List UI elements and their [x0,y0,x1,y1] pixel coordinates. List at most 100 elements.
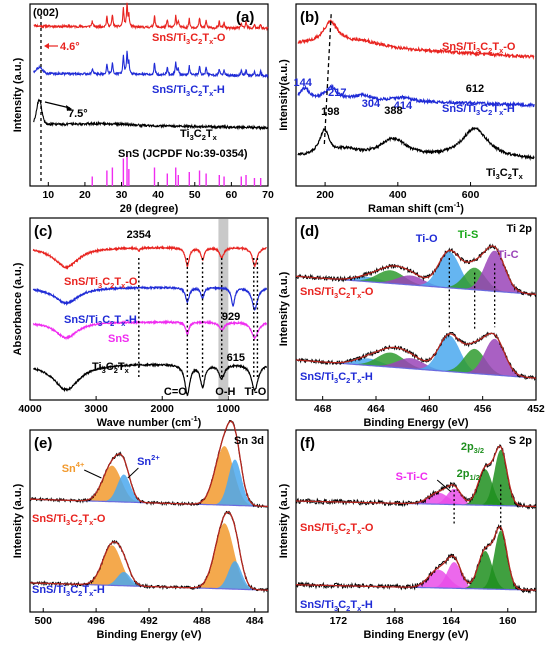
series-line [33,98,268,131]
plot-frame [295,3,537,187]
envelope-line [295,245,536,296]
series-label-h: SnS/Ti3C2Tx-H [442,103,515,117]
envelope-line [296,332,537,379]
plot-frame [29,217,269,401]
pointer-line [84,469,102,479]
x-tick-label: 496 [87,615,105,627]
annotation-p32: 2p3/2 [461,441,484,455]
x-tick-label: 4000 [18,403,42,415]
x-tick-label: 460 [421,403,439,415]
x-tick-label: 488 [193,615,211,627]
series-line [32,244,267,270]
series-label-o: SnS/Ti3C2Tx-O [32,513,106,527]
series-label-t: Ti3C2Tx [486,167,524,181]
panel-title: Sn 3d [234,435,264,447]
series-label-t: Ti3C2Tx [180,128,218,142]
x-axis-title: Wave number (cm-1) [97,414,202,429]
x-tick-label: 400 [389,189,407,201]
series-line [33,361,268,397]
x-tick-label: 468 [314,403,332,415]
peak-label-t: 388 [384,105,402,117]
annotation-tio: Ti-O [245,386,267,398]
series-line [32,284,268,312]
x-tick-label: 164 [443,615,461,627]
x-tick-label: 50 [189,189,201,201]
peak-label-h: 414 [394,100,413,112]
series-label-h: SnS/Ti3C2Tx-H [64,314,137,328]
annotation-sn2: Sn2+ [137,453,160,468]
x-tick-label: 452 [527,403,545,415]
x-axis-title: Binding Energy (eV) [363,629,468,641]
highlight-band [218,219,229,399]
series-line [32,319,268,341]
peak-label-h: 304 [362,98,381,110]
panel-e: 500 496 492 488 484 Binding Energy (eV) Intens… [12,419,269,641]
y-axis-title: Intensity(a.u.) [278,59,290,131]
x-tick-label: 456 [474,403,492,415]
raw-data-line [295,524,537,595]
fit-component [30,459,268,507]
panel-d: 468 464 460 456 452 Binding Energy (eV) Intens… [278,217,545,429]
fit-component [296,551,536,591]
plane-label: (002) [33,7,59,19]
x-axis-title: Binding Energy (eV) [363,417,468,429]
fit-component [296,338,536,379]
x-tick-label: 464 [367,403,385,415]
series-label-t: Ti3C2Tx [92,361,130,375]
x-tick-label: 3000 [84,403,108,415]
envelope-line [296,526,537,591]
panel-letter: (d) [300,223,319,240]
x-tick-label: 10 [42,189,54,201]
panel-title: Ti 2p [507,223,533,235]
x-tick-label: 172 [330,615,348,627]
series-label-o: SnS/Ti3C2Tx-O [152,32,226,46]
panel-f: 172 168 164 160 Binding Energy (eV) Intensity… [278,429,537,641]
plot-frame [295,217,537,401]
x-axis-title: Binding Energy (eV) [96,629,201,641]
panel-letter: (c) [34,223,52,240]
x-tick-label: 200 [316,189,334,201]
pointer-line [127,467,139,479]
y-axis-title: Absorbance (a.u.) [12,262,24,355]
series-label-sns: SnS [108,333,129,345]
shift-label-h: 7.5° [68,108,88,120]
x-tick-label: 484 [246,615,264,627]
annotation-oh: O-H [215,386,235,398]
x-tick-label: 60 [226,189,238,201]
x-tick-label: 70 [262,189,274,201]
series-label-h: SnS/Ti3C2Tx-H [152,84,225,98]
panel-letter: (e) [34,435,52,452]
series-line [297,83,535,108]
series-label-o: SnS/Ti3C2Tx-O [300,286,374,300]
plot-frame [29,3,269,187]
plot-frame [295,429,537,613]
x-tick-label: 40 [152,189,164,201]
x-tick-label: 500 [34,615,52,627]
fit-component [296,358,536,379]
annotation-a929: 929 [222,311,240,323]
panel-letter: (b) [300,9,319,26]
y-axis-title: Intensity (a.u.) [278,483,290,558]
series-line [297,18,535,60]
peak-label-t: 612 [466,83,484,95]
panel-letter: (a) [236,9,254,26]
annotation-sn4: Sn4+ [62,460,85,475]
series-label-o: SnS/Ti3C2Tx-O [300,522,374,536]
shift-arrowhead-o [44,43,49,49]
panel-a: 10 20 30 40 50 60 70 2θ (degree) Intensity (a.u.… [12,2,274,215]
annotation-stic: S-Ti-C [396,471,428,483]
guide-line [323,11,332,145]
series-line [33,50,269,79]
shift-label-o: 4.6° [60,41,80,53]
peak-label-h: 144 [294,77,313,89]
fit-component [296,358,536,379]
peak-label-t: 198 [321,106,339,118]
panel-title: S 2p [509,435,533,447]
x-axis-title: 2θ (degree) [120,203,179,215]
series-line [297,126,535,161]
x-tick-label: 1000 [217,403,241,415]
x-tick-label: 20 [79,189,91,201]
x-axis-title: Raman shift (cm-1) [368,200,464,215]
annotation-tis: Ti-S [458,229,479,241]
